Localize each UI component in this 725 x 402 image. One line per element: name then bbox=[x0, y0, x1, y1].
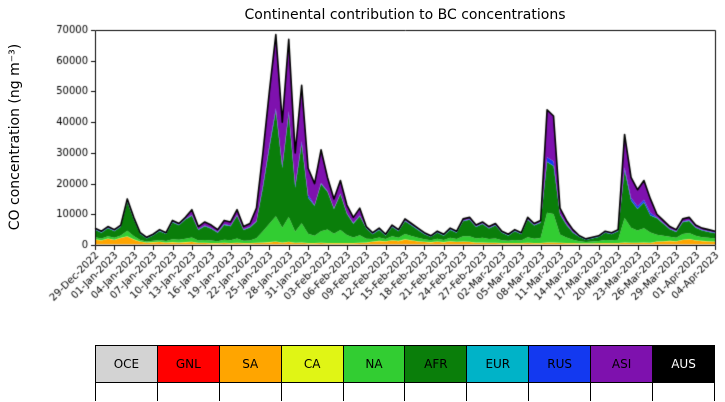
legend-stub-cell bbox=[528, 382, 592, 401]
legend-cell-OCE: OCE bbox=[95, 345, 158, 383]
legend-stub-cell bbox=[652, 382, 715, 401]
legend-cell-SA: SA bbox=[218, 345, 282, 383]
legend-cropped-row bbox=[95, 382, 715, 401]
legend-stub-cell bbox=[342, 382, 406, 401]
legend-cell-CA: CA bbox=[280, 345, 344, 383]
legend-table: OCE GNL SA CA NA AFR EUR RUS ASI AUS bbox=[95, 345, 715, 401]
plot-canvas bbox=[0, 0, 725, 335]
legend-stub-cell bbox=[156, 382, 220, 401]
legend-stub-cell bbox=[218, 382, 282, 401]
legend-cell-EUR: EUR bbox=[466, 345, 530, 383]
legend-cell-AFR: AFR bbox=[404, 345, 468, 383]
legend-row: OCE GNL SA CA NA AFR EUR RUS ASI AUS bbox=[95, 345, 715, 383]
legend-cell-RUS: RUS bbox=[528, 345, 592, 383]
legend-stub-cell bbox=[590, 382, 654, 401]
legend-stub-cell bbox=[466, 382, 530, 401]
legend-stub-cell bbox=[404, 382, 468, 401]
legend-cell-AUS: AUS bbox=[652, 345, 715, 383]
legend-cell-ASI: ASI bbox=[590, 345, 654, 383]
legend-stub-cell bbox=[95, 382, 158, 401]
legend-stub-cell bbox=[280, 382, 344, 401]
legend-cell-NA: NA bbox=[342, 345, 406, 383]
legend-cell-GNL: GNL bbox=[156, 345, 220, 383]
